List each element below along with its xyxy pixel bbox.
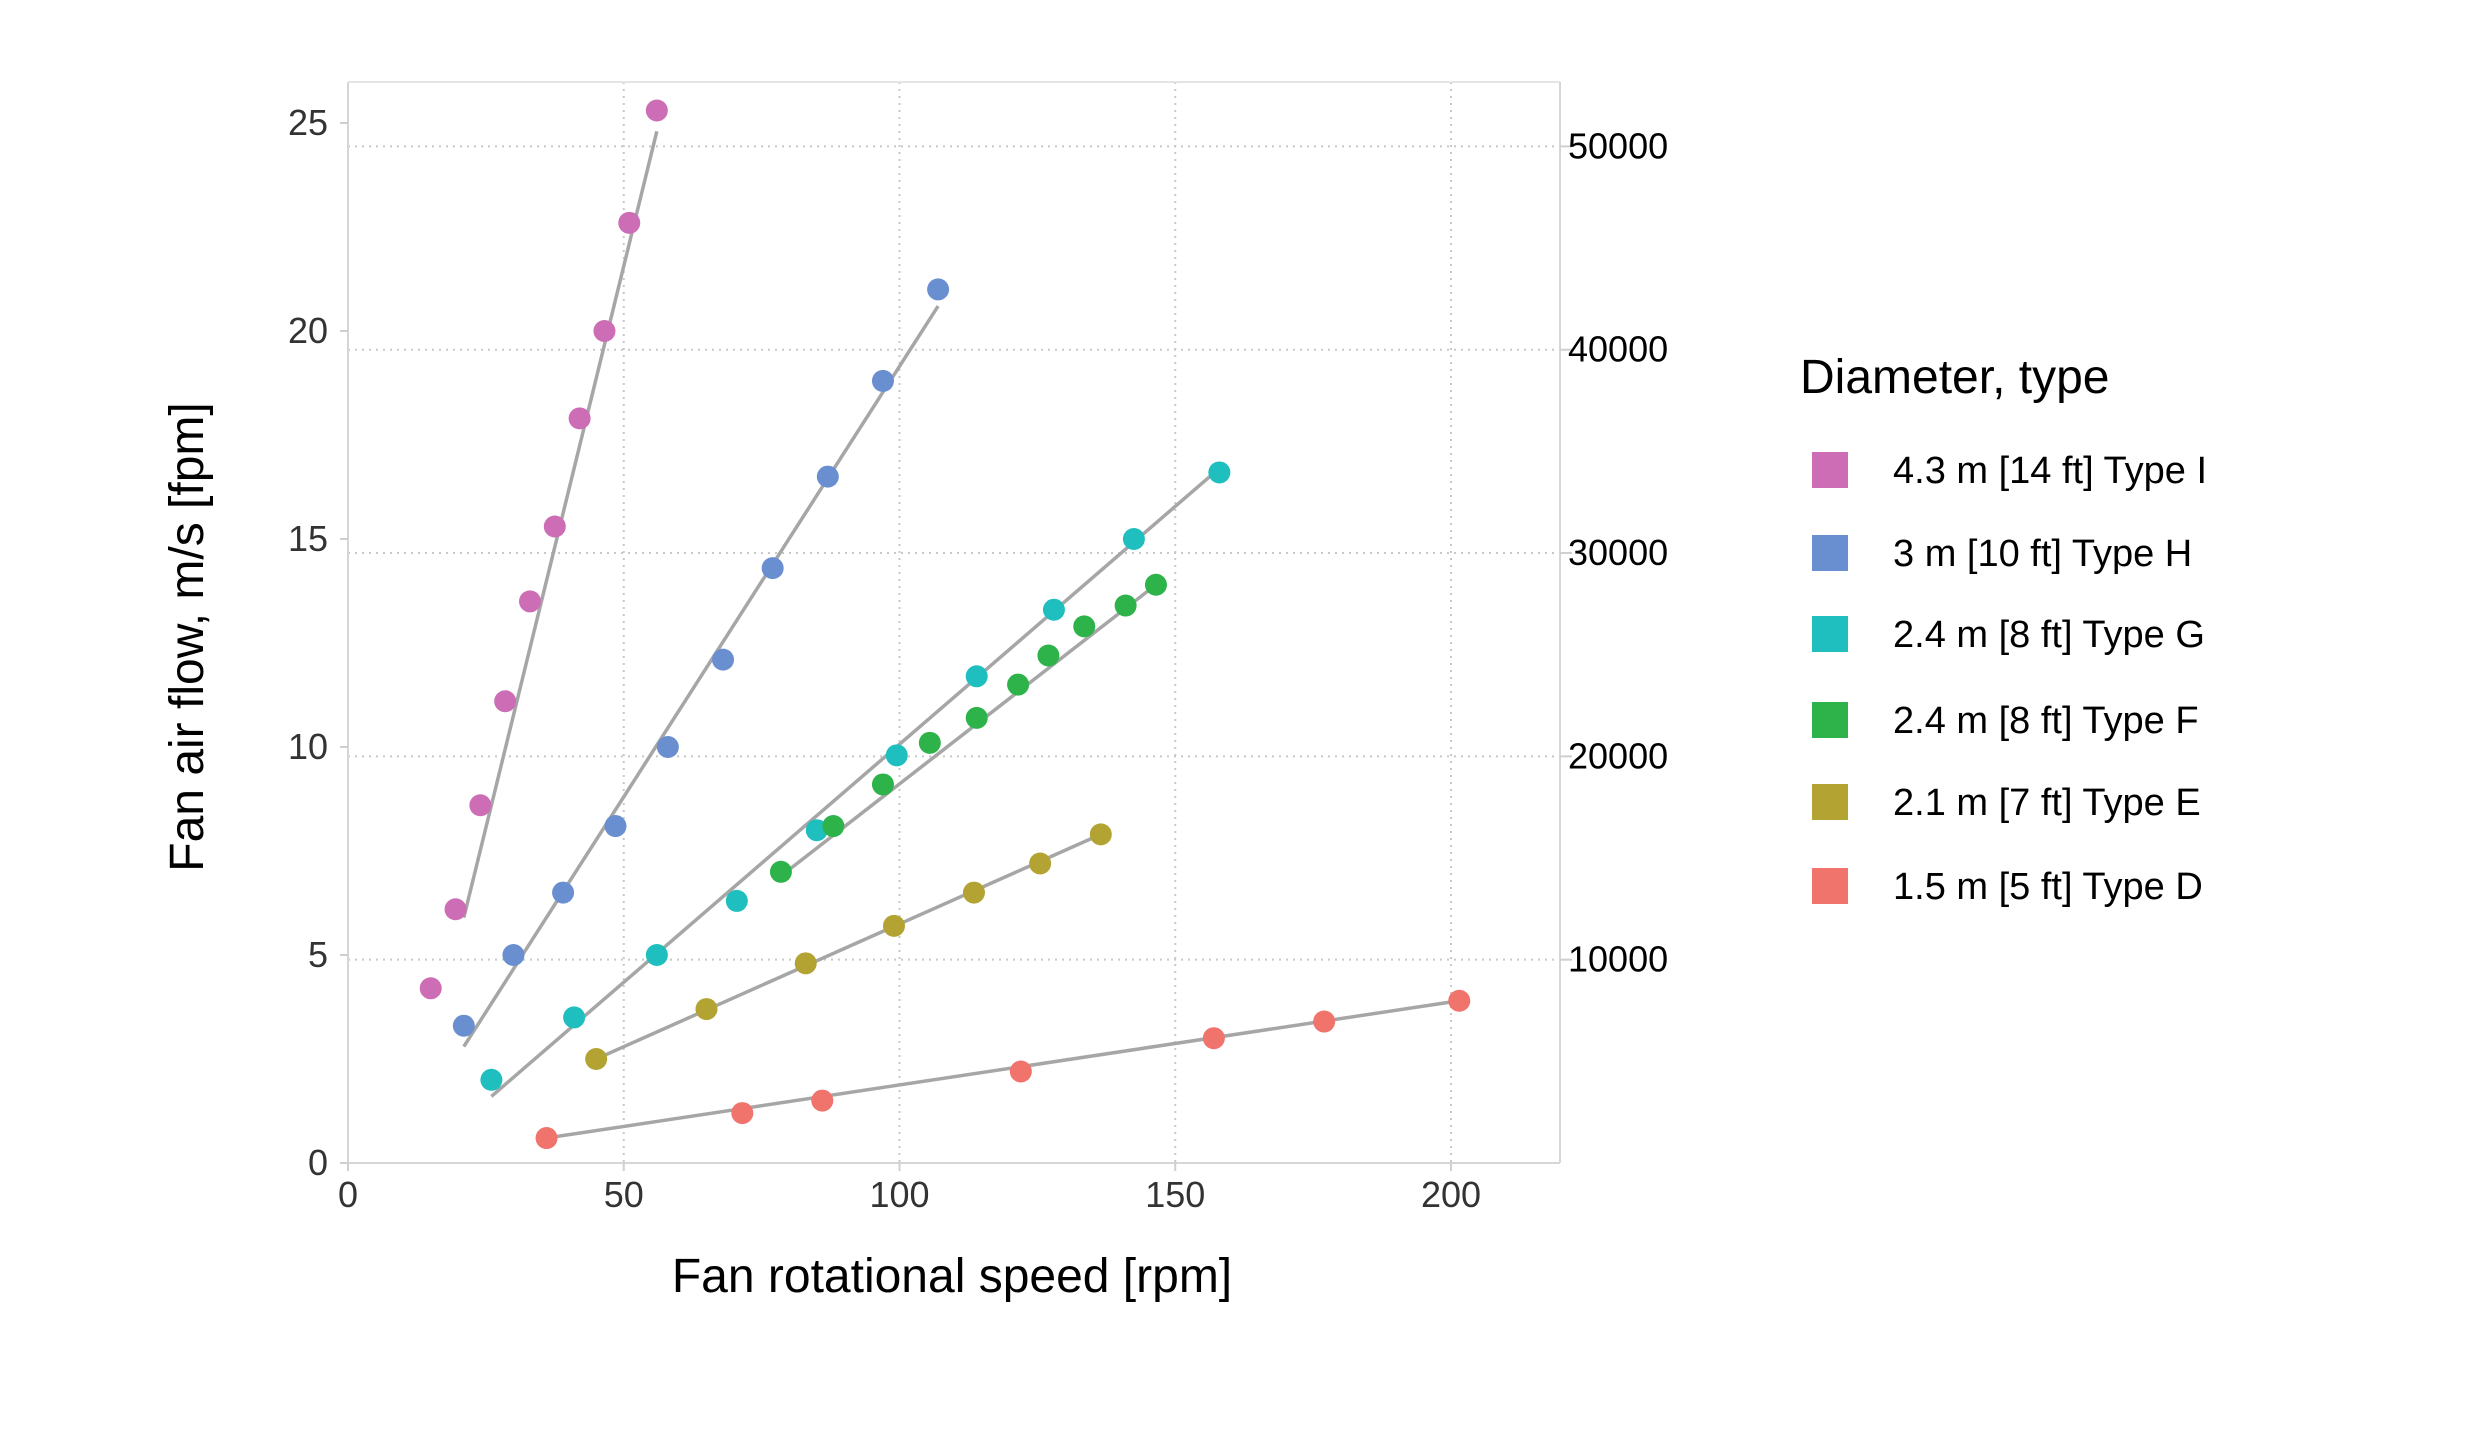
data-point-series-5 [1202,1027,1225,1050]
legend-swatch [1812,452,1848,488]
data-point-series-4 [962,881,985,904]
data-point-series-2 [725,889,748,912]
y2-tick-label: 20000 [1568,735,1668,776]
data-point-series-1 [712,648,735,671]
data-point-series-0 [618,211,641,234]
legend-swatch [1812,702,1848,738]
data-point-series-2 [805,819,828,842]
data-point-series-4 [695,998,718,1021]
data-point-series-2 [1042,598,1065,621]
data-point-series-5 [1448,989,1471,1012]
legend-label: 1.5 m [5 ft] Type D [1893,866,2203,908]
data-point-series-3 [1144,573,1167,596]
data-point-series-1 [871,369,894,392]
grid-layer [348,82,1560,1163]
y-tick-label: 5 [308,934,328,975]
y-axis-title: Fan air flow, m/s [fpm] [161,402,214,871]
data-point-series-2 [885,744,908,767]
data-point-series-1 [552,881,575,904]
data-point-series-1 [761,557,784,580]
data-point-series-2 [563,1006,586,1029]
fit-line-series-1 [462,305,940,1048]
data-point-series-0 [469,794,492,817]
data-point-series-3 [871,773,894,796]
x-tick-label: 100 [869,1174,929,1215]
legend-label: 2.4 m [8 ft] Type G [1893,614,2205,656]
data-point-series-3 [1073,615,1096,638]
data-point-series-5 [811,1089,834,1112]
data-point-series-3 [822,815,845,838]
y2-tick-label: 50000 [1568,125,1668,166]
data-point-series-1 [452,1014,475,1037]
data-point-series-2 [645,944,668,966]
data-point-series-4 [1089,823,1112,846]
legend-label: 2.1 m [7 ft] Type E [1893,782,2201,824]
y2-tick-label: 10000 [1568,939,1668,980]
x-tick-label: 200 [1421,1174,1481,1215]
y-tick-label: 10 [288,726,328,767]
data-point-series-0 [568,407,591,430]
legend-swatch [1812,868,1848,904]
legend-swatch [1812,616,1848,652]
data-point-series-0 [645,99,668,122]
data-point-series-5 [1009,1060,1032,1083]
x-tick-label: 150 [1145,1174,1205,1215]
x-tick-label: 0 [338,1174,358,1215]
data-point-series-1 [502,944,525,966]
x-axis-title: Fan rotational speed [rpm] [672,1250,1232,1303]
data-point-series-5 [1313,1010,1336,1033]
legend: Diameter, type 4.3 m [14 ft] Type I 3 m [… [1800,351,2207,908]
y-tick-label: 15 [288,518,328,559]
data-point-series-2 [965,665,988,688]
legend-label: 4.3 m [14 ft] Type I [1893,450,2207,492]
data-point-series-1 [604,815,627,838]
x-tick-label: 50 [604,1174,644,1215]
axes-layer [340,81,1572,1171]
data-point-series-3 [1007,673,1030,696]
data-point-series-2 [1122,528,1145,550]
data-point-series-3 [769,860,792,883]
data-point-series-1 [656,736,679,758]
data-point-series-1 [816,465,839,488]
tick-labels-layer: 0 50 100 150 200 0 5 10 15 20 25 10000 20000 30000 400… [288,102,1668,1215]
data-point-series-4 [882,914,905,937]
data-point-series-5 [731,1102,754,1125]
fit-line-series-2 [490,466,1221,1098]
data-point-series-5 [535,1127,558,1150]
data-point-series-2 [1208,461,1231,484]
fit-line-series-4 [595,832,1102,1061]
legend-swatch [1812,784,1848,820]
data-point-series-0 [444,898,467,921]
data-point-series-3 [918,731,941,754]
data-point-series-0 [543,515,566,538]
data-point-series-0 [419,977,442,1000]
y-tick-label: 20 [288,310,328,351]
legend-swatch [1812,535,1848,571]
legend-label: 2.4 m [8 ft] Type F [1893,700,2199,742]
data-point-series-4 [794,952,817,975]
y2-tick-label: 30000 [1568,532,1668,573]
data-point-series-4 [585,1048,608,1070]
data-point-series-4 [1029,852,1052,875]
data-point-series-0 [518,590,541,613]
y2-tick-label: 40000 [1568,329,1668,370]
points-layer [419,99,1471,1150]
legend-label: 3 m [10 ft] Type H [1893,533,2192,575]
legend-items: 4.3 m [14 ft] Type I 3 m [10 ft] Type H 2.… [1812,450,2207,908]
data-point-series-3 [965,706,988,729]
data-point-series-1 [927,278,950,301]
legend-title: Diameter, type [1800,351,2109,404]
data-point-series-3 [1037,644,1060,667]
data-point-series-3 [1114,594,1137,617]
y-tick-label: 0 [308,1142,328,1183]
data-point-series-0 [494,690,517,713]
data-point-series-2 [480,1068,503,1091]
y-tick-label: 25 [288,102,328,143]
fit-line-series-5 [546,999,1460,1140]
fit-lines-layer [462,130,1460,1140]
data-point-series-0 [593,320,616,342]
